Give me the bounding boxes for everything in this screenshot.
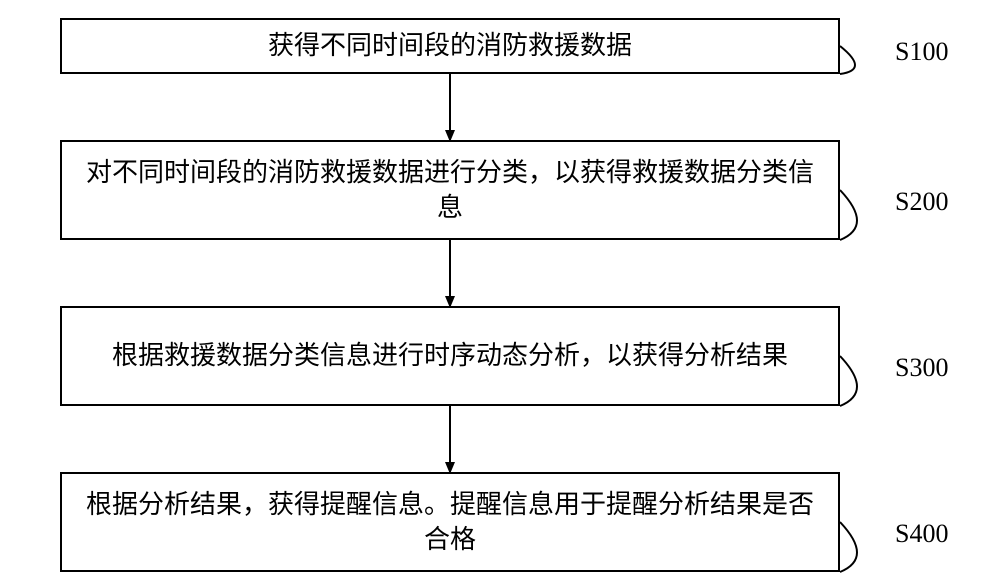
flowchart-canvas: 获得不同时间段的消防救援数据对不同时间段的消防救援数据进行分类，以获得救援数据分…	[0, 0, 1000, 586]
label-connector	[840, 356, 857, 406]
step-label-S200: S200	[895, 187, 948, 217]
step-label-S300: S300	[895, 353, 948, 383]
label-connector	[840, 46, 855, 74]
flow-node-n1: 获得不同时间段的消防救援数据	[60, 18, 840, 74]
flow-node-text: 获得不同时间段的消防救援数据	[268, 28, 632, 63]
flow-node-n4: 根据分析结果，获得提醒信息。提醒信息用于提醒分析结果是否合格	[60, 472, 840, 572]
flow-node-n2: 对不同时间段的消防救援数据进行分类，以获得救援数据分类信息	[60, 140, 840, 240]
label-connector	[840, 190, 857, 240]
flow-node-text: 根据救援数据分类信息进行时序动态分析，以获得分析结果	[112, 338, 788, 373]
flow-node-text: 对不同时间段的消防救援数据进行分类，以获得救援数据分类信息	[74, 155, 826, 225]
step-label-S400: S400	[895, 519, 948, 549]
step-label-S100: S100	[895, 37, 948, 67]
flow-node-text: 根据分析结果，获得提醒信息。提醒信息用于提醒分析结果是否合格	[74, 487, 826, 557]
label-connector	[840, 522, 857, 572]
flow-node-n3: 根据救援数据分类信息进行时序动态分析，以获得分析结果	[60, 306, 840, 406]
